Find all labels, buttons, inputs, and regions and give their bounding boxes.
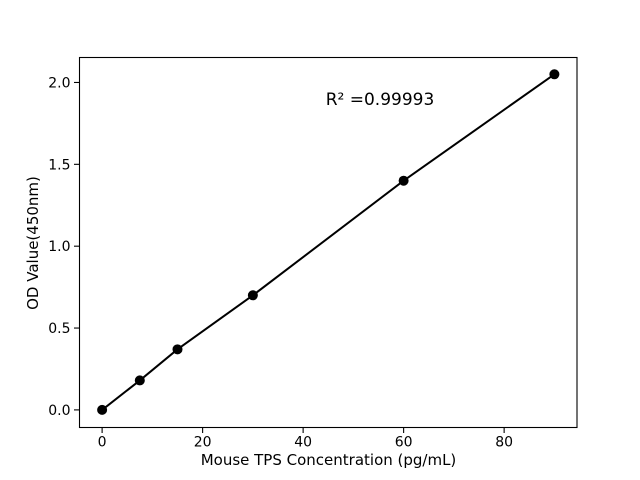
r-squared-annotation: R² =0.99993	[326, 90, 435, 110]
y-tick-label: 0.5	[48, 321, 70, 337]
data-point-marker	[247, 290, 258, 301]
data-point-marker	[398, 175, 409, 186]
data-point-marker	[549, 69, 560, 80]
x-tick-label: 60	[395, 435, 413, 451]
plot-border	[78, 56, 578, 429]
y-axis-title: OD Value(450nm)	[24, 176, 42, 310]
data-point-marker	[97, 404, 108, 415]
x-axis-title: Mouse TPS Concentration (pg/mL)	[200, 451, 457, 469]
y-tick-label: 1.0	[48, 239, 70, 255]
y-tick-label: 0.0	[48, 403, 70, 419]
data-point-marker	[172, 344, 183, 355]
y-tick-label: 1.5	[48, 157, 70, 173]
x-tick-label: 40	[294, 435, 312, 451]
x-tick-label: 0	[98, 435, 107, 451]
x-tick-label: 80	[495, 435, 513, 451]
data-point-marker	[134, 375, 145, 386]
y-tick-label: 2.0	[48, 75, 70, 91]
series-line	[101, 73, 556, 411]
x-tick-label: 20	[194, 435, 212, 451]
